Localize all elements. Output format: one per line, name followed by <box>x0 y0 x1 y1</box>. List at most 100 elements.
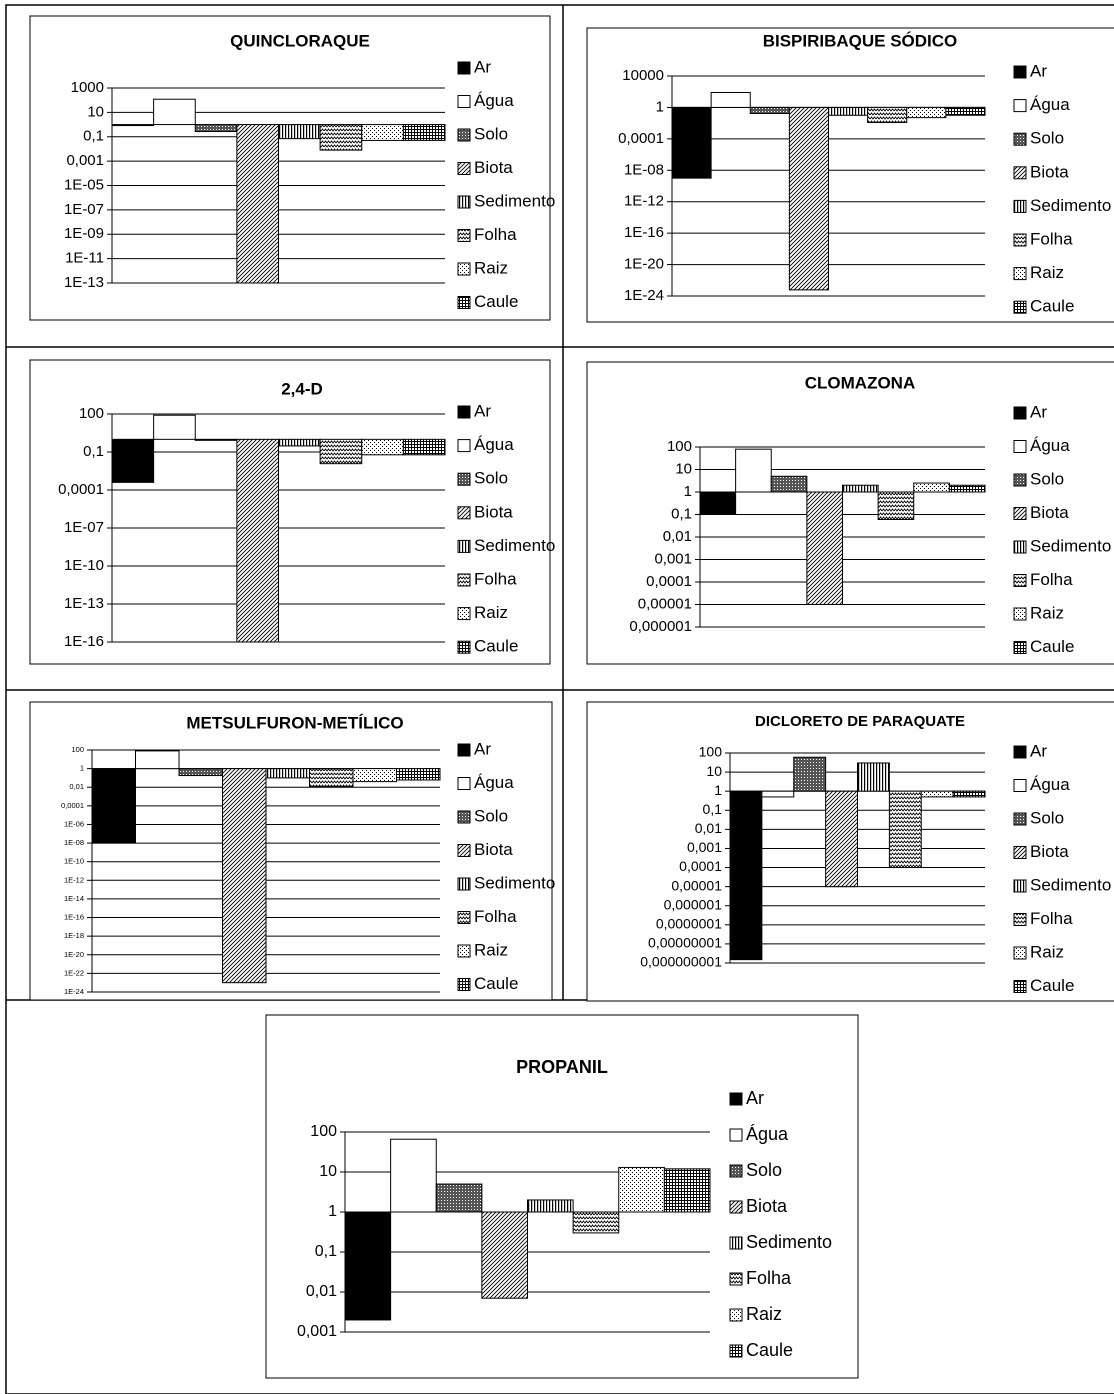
legend-label: Ar <box>746 1088 764 1108</box>
legend-label: Água <box>746 1124 789 1144</box>
legend-swatch <box>1013 132 1027 146</box>
legend-label: Caule <box>1030 976 1074 995</box>
y-tick-label: 0,1 <box>315 1243 337 1260</box>
y-tick-label: 100 <box>71 745 84 754</box>
bar <box>913 482 950 493</box>
y-tick-label: 1E-12 <box>624 193 664 210</box>
y-tick-label: 100 <box>79 405 104 422</box>
y-tick-label: 1 <box>328 1203 337 1220</box>
legend-swatch <box>1013 507 1027 520</box>
y-tick-label: 1E-06 <box>64 819 84 828</box>
bar <box>396 768 441 781</box>
y-tick-label: 0,0001 <box>61 801 84 810</box>
y-tick-label: 1E-20 <box>64 950 84 959</box>
legend-label: Solo <box>474 124 508 143</box>
legend-swatch <box>1013 233 1027 247</box>
legend-label: Biota <box>1030 162 1069 181</box>
legend-label: Sedimento <box>746 1232 832 1252</box>
bar <box>671 106 712 179</box>
y-tick-label: 1E-13 <box>64 595 104 612</box>
y-tick-label: 1 <box>684 483 692 500</box>
legend-swatch <box>457 95 471 108</box>
chart-title: QUINCLORAQUE <box>230 31 370 50</box>
legend-swatch <box>457 61 471 75</box>
legend-swatch <box>457 978 471 991</box>
legend-swatch <box>457 877 471 891</box>
y-tick-label: 1E-12 <box>64 875 84 884</box>
legend-label: Caule <box>474 974 518 993</box>
bar <box>319 438 363 465</box>
y-tick-label: 0,00001 <box>638 595 692 612</box>
legend-label: Caule <box>474 637 518 656</box>
legend-swatch <box>457 229 471 242</box>
legend-swatch <box>457 439 471 453</box>
chart: 2,4-D 100 0,1 0,0001 1E-07 1E-10 1E-13 1E-16 Ar Á… <box>29 359 555 665</box>
legend-label: Sedimento <box>474 191 555 210</box>
y-tick-label: 0,001 <box>654 550 692 567</box>
legend-label: Sedimento <box>1030 196 1111 215</box>
legend-label: Solo <box>474 806 508 825</box>
legend-label: Biota <box>474 158 513 177</box>
legend-swatch <box>457 472 471 486</box>
legend-swatch <box>729 1344 743 1358</box>
bar <box>481 1211 528 1299</box>
legend-label: Caule <box>474 292 518 311</box>
legend-label: Ar <box>1030 61 1047 80</box>
legend-swatch <box>1013 607 1027 621</box>
bar <box>952 790 986 798</box>
y-tick-label: 1E-16 <box>624 224 664 241</box>
bar <box>278 124 321 140</box>
y-tick-label: 0,00001 <box>671 877 722 893</box>
legend-swatch <box>1013 65 1027 79</box>
y-tick-label: 0,01 <box>663 528 692 545</box>
legend-label: Solo <box>1030 469 1064 488</box>
legend-label: Água <box>474 435 514 454</box>
legend-label: Água <box>474 773 514 792</box>
bar <box>888 790 922 869</box>
chart-title: PROPANIL <box>516 1057 608 1077</box>
bar <box>153 414 196 440</box>
bar <box>877 491 915 520</box>
y-tick-label: 1E-05 <box>64 176 104 193</box>
y-tick-label: 1E-08 <box>64 838 84 847</box>
legend-label: Ar <box>474 739 491 758</box>
y-tick-label: 0,00000001 <box>648 935 722 951</box>
y-tick-label: 1E-16 <box>64 913 84 922</box>
bar <box>867 106 908 124</box>
legend-swatch <box>457 911 471 924</box>
bar <box>906 106 947 119</box>
chart-box <box>29 359 551 665</box>
legend-label: Água <box>1030 436 1070 455</box>
y-tick-label: 1 <box>80 764 84 773</box>
legend-label: Ar <box>1030 402 1047 421</box>
legend-label: Ar <box>474 57 491 76</box>
y-tick-label: 1E-13 <box>64 274 104 291</box>
legend-swatch <box>1013 267 1027 281</box>
y-tick-label: 100 <box>667 438 692 455</box>
legend-label: Folha <box>474 907 517 926</box>
y-tick-label: 100 <box>310 1123 337 1140</box>
y-tick-label: 10 <box>87 103 104 120</box>
y-tick-label: 1E-07 <box>64 519 104 536</box>
y-tick-label: 0,000000001 <box>640 954 722 970</box>
bar <box>236 438 279 643</box>
legend-swatch <box>1013 846 1027 859</box>
legend-swatch <box>457 128 471 142</box>
legend-swatch <box>457 743 471 757</box>
legend-swatch <box>729 1308 743 1322</box>
legend-swatch <box>457 640 471 654</box>
y-tick-label: 0,0001 <box>58 481 104 498</box>
bar <box>265 768 310 779</box>
legend-swatch <box>1013 440 1027 453</box>
bar <box>788 106 829 291</box>
y-tick-label: 1E-14 <box>64 894 84 903</box>
legend-label: Raiz <box>1030 603 1064 622</box>
y-tick-label: 1E-11 <box>65 250 104 267</box>
y-tick-label: 0,1 <box>83 443 104 460</box>
bar <box>194 438 238 441</box>
y-tick-label: 1 <box>656 98 664 115</box>
bar <box>111 438 155 483</box>
bar <box>828 106 869 116</box>
legend-swatch <box>457 607 471 621</box>
